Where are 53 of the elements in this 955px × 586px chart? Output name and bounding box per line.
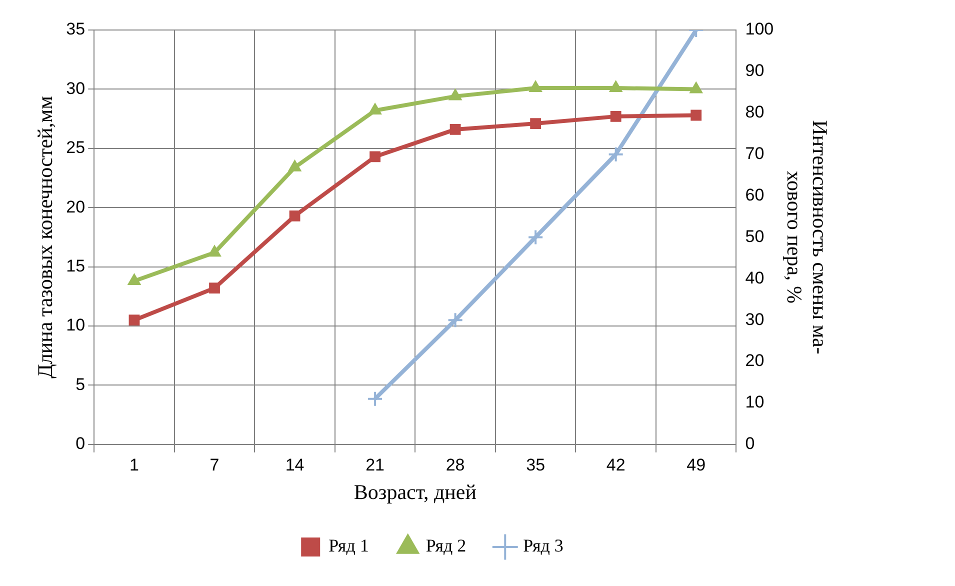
y-tick-label: 25 (66, 138, 86, 158)
point (288, 160, 302, 172)
x-tick-label: 28 (446, 455, 465, 474)
y-tick-label: 35 (66, 20, 86, 39)
point (450, 124, 461, 135)
point (368, 103, 382, 115)
legend-label: Ряд 2 (426, 536, 466, 556)
point (528, 229, 544, 246)
point (128, 314, 140, 326)
legend-label: Ряд 1 (328, 536, 369, 556)
y-axis-title: Длина тазовых конечностей,мм (33, 96, 58, 378)
point (690, 110, 702, 121)
y2-tick-label: 0 (745, 434, 755, 454)
y2-tick-label: 70 (745, 144, 764, 164)
x-tick-label: 7 (210, 455, 220, 474)
y-tick-label: 30 (66, 78, 86, 98)
x-tick-label: 42 (606, 455, 626, 474)
y-tick-label: 15 (66, 256, 86, 276)
point (608, 146, 624, 162)
y2-tick-label: 50 (745, 226, 764, 246)
y2-tick-label: 20 (745, 351, 764, 370)
y-tick-label: 10 (66, 316, 86, 335)
point (610, 110, 622, 122)
y2-tick-label: 30 (745, 310, 764, 329)
x-axis-title: Возраст, дней (354, 480, 476, 504)
x-tick-label: 35 (526, 455, 546, 474)
legend-label: Ряд 3 (523, 536, 564, 556)
point (448, 88, 462, 100)
y2-tick-label: 60 (745, 185, 764, 204)
point (370, 151, 380, 162)
y2-tick-label: 80 (745, 102, 764, 122)
y-tick-label: 5 (76, 374, 86, 394)
y2-tick-label: 100 (745, 20, 774, 39)
x-tick-label: 21 (366, 455, 384, 474)
y2-axis-title: Интенсивность смены ма- хового пера, % (782, 120, 832, 354)
point (367, 390, 384, 407)
y-tick-label: 0 (76, 434, 86, 454)
point (690, 82, 703, 94)
y2-tick-label: 10 (745, 392, 764, 412)
point (529, 80, 542, 92)
point (209, 282, 220, 294)
y2-tick-label: 90 (745, 61, 764, 80)
point (447, 312, 464, 328)
x-tick-label: 1 (130, 455, 139, 474)
point (530, 118, 542, 129)
x-tick-label: 49 (686, 455, 706, 474)
x-tick-label: 14 (285, 455, 304, 474)
point (208, 245, 222, 257)
point (609, 80, 622, 92)
point (289, 210, 300, 222)
point (128, 274, 141, 286)
y-tick-label: 20 (66, 197, 86, 216)
y2-tick-label: 40 (745, 268, 764, 288)
